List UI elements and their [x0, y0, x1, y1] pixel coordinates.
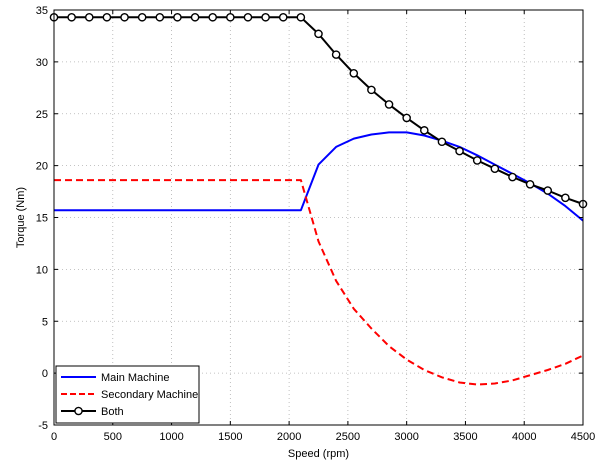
- x-tick-label: 4500: [571, 431, 595, 443]
- data-point: [472, 156, 482, 165]
- data-point: [419, 126, 429, 135]
- series-main-machine: [54, 131, 584, 222]
- legend-label: Secondary Machine: [101, 389, 198, 401]
- data-point: [120, 12, 129, 22]
- data-point: [296, 12, 306, 22]
- y-tick-label: 15: [36, 213, 48, 225]
- x-tick-label: 500: [104, 431, 122, 443]
- data-point: [278, 12, 288, 22]
- data-point: [367, 85, 376, 95]
- legend-marker: [74, 406, 83, 416]
- y-axis-title: Torque (Nm): [15, 187, 27, 248]
- data-point: [226, 12, 235, 22]
- y-tick-label: 30: [36, 57, 48, 69]
- data-point: [137, 12, 147, 22]
- x-tick-label: 0: [51, 431, 57, 443]
- x-tick-label: 1000: [159, 431, 183, 443]
- y-tick-label: 35: [36, 5, 48, 17]
- data-point: [208, 12, 217, 22]
- x-tick-label: 2500: [336, 431, 360, 443]
- y-tick-label: -5: [38, 420, 48, 432]
- data-point: [508, 172, 517, 182]
- legend-label: Both: [101, 406, 124, 418]
- data-point: [561, 193, 570, 203]
- data-point: [84, 12, 94, 22]
- data-point: [490, 164, 500, 174]
- data-point: [437, 137, 447, 147]
- data-point: [314, 29, 323, 39]
- data-point: [102, 12, 112, 22]
- legend-label: Main Machine: [101, 372, 169, 384]
- legend: Main Machine Secondary Machine Both: [55, 365, 200, 424]
- y-tick-label: 25: [36, 109, 48, 121]
- data-point: [402, 113, 411, 123]
- data-point: [243, 12, 253, 22]
- y-tick-label: 10: [36, 264, 48, 276]
- series-both: [49, 12, 588, 209]
- axis-ticks: 0 500 1000 1500 2000 2500 3000 3500 4000 4500-505…: [36, 5, 595, 443]
- data-point: [543, 186, 553, 195]
- x-tick-label: 2000: [277, 431, 301, 443]
- data-point: [525, 179, 535, 189]
- data-point: [384, 100, 394, 109]
- x-tick-label: 3500: [453, 431, 477, 443]
- x-tick-label: 4000: [512, 431, 536, 443]
- grid: [54, 10, 583, 425]
- data-point: [349, 68, 359, 78]
- y-tick-label: 0: [42, 368, 48, 380]
- data-point: [173, 12, 182, 22]
- x-tick-label: 1500: [218, 431, 242, 443]
- x-axis-title: Speed (rpm): [288, 448, 349, 460]
- data-point: [331, 50, 341, 59]
- legend-item: Secondary Machine: [61, 389, 198, 401]
- data-point: [455, 146, 464, 156]
- data-point: [261, 12, 270, 22]
- series-secondary-machine: [54, 179, 584, 386]
- data-point: [190, 12, 200, 22]
- data-point: [67, 12, 76, 22]
- data-point: [155, 12, 165, 22]
- x-tick-label: 3000: [394, 431, 418, 443]
- legend-item: Main Machine: [61, 372, 169, 384]
- legend-item: Both: [61, 406, 124, 418]
- plot-series: [49, 12, 588, 386]
- y-tick-label: 20: [36, 161, 48, 173]
- y-tick-label: 5: [42, 316, 48, 328]
- series-line: [54, 179, 584, 386]
- series-line: [54, 131, 584, 222]
- series-line: [54, 16, 584, 205]
